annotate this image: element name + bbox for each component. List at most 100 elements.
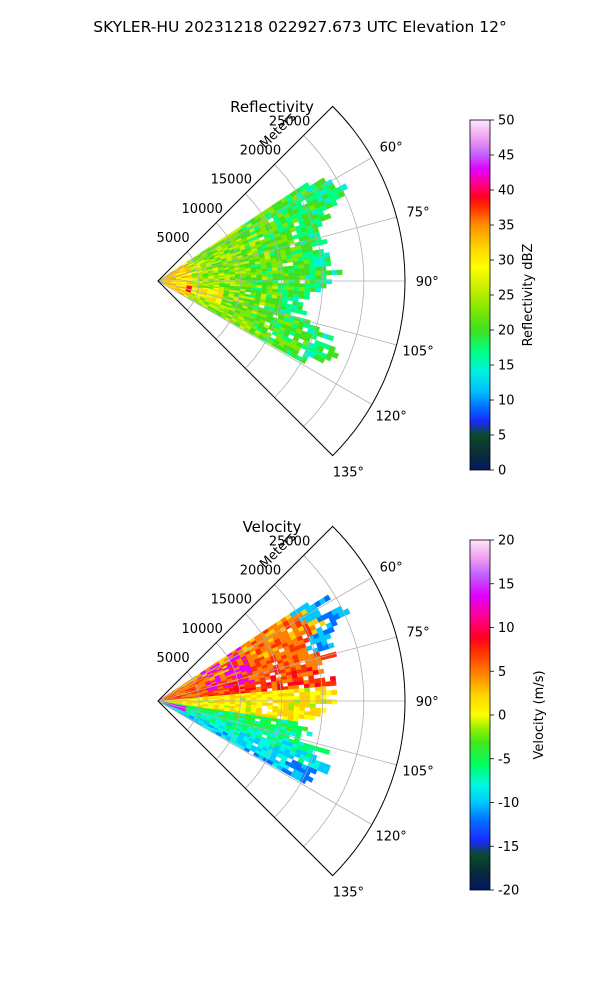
radial-tick-label: 5000: [157, 231, 190, 246]
echo-gate: [229, 276, 236, 279]
echo-gate: [287, 265, 294, 270]
azimuth-spoke: [157, 216, 397, 282]
echo-gate: [224, 698, 231, 701]
echo-gate: [326, 699, 332, 705]
echo-gate: [272, 696, 279, 701]
echo-gate: [245, 277, 252, 281]
echo-gate: [293, 290, 300, 295]
theta-tick-label: 105°: [402, 345, 433, 360]
echo-gate: [267, 702, 273, 707]
echo-gate: [298, 710, 305, 716]
echo-gate: [326, 279, 332, 285]
echo-gate: [272, 273, 279, 278]
echo-gate: [261, 285, 268, 289]
echo-gate: [272, 690, 279, 695]
echo-gate: [299, 357, 307, 365]
echo-gate: [267, 276, 274, 281]
echo-gate: [272, 270, 279, 275]
colorbar-tick-label: 20: [498, 534, 515, 549]
echo-gate: [308, 678, 315, 684]
colorbar-label: Velocity (m/s): [532, 670, 547, 759]
echo-gate: [298, 714, 305, 720]
echo-gate: [192, 699, 199, 701]
colorbar-tick-label: -15: [498, 840, 519, 855]
echo-gate: [261, 688, 268, 693]
echo-gate: [304, 271, 311, 277]
echo-gate: [304, 711, 311, 716]
echo-gate: [309, 683, 316, 688]
echo-gate: [192, 279, 199, 281]
echo-gate: [281, 259, 288, 264]
echo-gate: [256, 699, 263, 703]
azimuth-spoke: [157, 280, 397, 346]
echo-gate: [261, 697, 268, 701]
echo-gate: [310, 279, 316, 284]
echo-gate: [310, 699, 316, 704]
azimuth-spoke: [157, 700, 373, 825]
echo-gate: [287, 296, 294, 302]
echo-gate: [245, 700, 252, 703]
echo-gate: [245, 697, 252, 701]
echo-gate: [301, 726, 309, 732]
echo-gate: [250, 692, 257, 696]
echo-gate: [224, 278, 231, 281]
echo-gate: [261, 268, 268, 273]
echo-gate: [277, 276, 284, 281]
figure-title: SKYLER-HU 20231218 022927.673 UTC Elevat…: [93, 18, 507, 36]
echo-gate: [251, 282, 257, 286]
echo-gate: [288, 279, 295, 284]
echo-gate: [306, 645, 313, 652]
echo-gate: [251, 274, 257, 278]
echo-gate: [304, 691, 311, 697]
echo-gate: [303, 679, 310, 685]
echo-gate: [298, 268, 305, 273]
echo-gate: [303, 683, 310, 689]
echo-gate: [329, 675, 337, 682]
echo-gate: [240, 275, 247, 279]
echo-gate: [288, 276, 295, 281]
echo-gate: [320, 283, 327, 289]
echo-gate: [298, 290, 305, 296]
echo-gate: [261, 691, 268, 695]
echo-gate: [299, 283, 306, 288]
echo-gate: [283, 279, 290, 284]
echo-gate: [277, 696, 284, 701]
colorbar-tick-label: -5: [498, 752, 511, 767]
echo-gate: [293, 684, 300, 690]
echo-gate: [261, 699, 268, 704]
echo-gate: [235, 697, 241, 701]
echo-gate: [283, 703, 290, 707]
echo-gate: [330, 680, 337, 687]
echo-gate: [255, 715, 262, 720]
colorbar-tick-label: 35: [498, 219, 515, 234]
echo-gate: [299, 707, 305, 712]
echo-gate: [304, 267, 311, 273]
echo-gate: [314, 266, 321, 272]
echo-gate: [318, 356, 326, 364]
echo-gate: [304, 287, 311, 292]
echo-gate: [235, 277, 241, 281]
echo-gate: [245, 272, 252, 276]
echo-gate: [288, 268, 295, 274]
echo-gate: [240, 695, 247, 699]
radial-tick-label: 15000: [211, 173, 252, 188]
echo-gate: [298, 294, 305, 300]
echo-gate: [282, 266, 289, 271]
theta-tick-label: 75°: [407, 205, 430, 220]
colorbar-tick-label: 15: [498, 359, 515, 374]
echo-gate: [321, 238, 328, 245]
echo-gate: [309, 271, 316, 276]
echo-gate: [320, 686, 327, 692]
echo-gate: [245, 280, 252, 283]
echo-gate: [288, 692, 295, 697]
echo-gate: [251, 694, 257, 698]
echo-gate: [261, 279, 268, 284]
echo-gate: [240, 697, 247, 701]
echo-gate: [316, 221, 323, 228]
echo-gate: [312, 669, 319, 676]
echo-gate: [283, 696, 290, 701]
echo-gate: [251, 277, 257, 281]
echo-gate: [288, 283, 295, 288]
echo-gate: [330, 619, 338, 627]
echo-gate: [283, 692, 289, 697]
